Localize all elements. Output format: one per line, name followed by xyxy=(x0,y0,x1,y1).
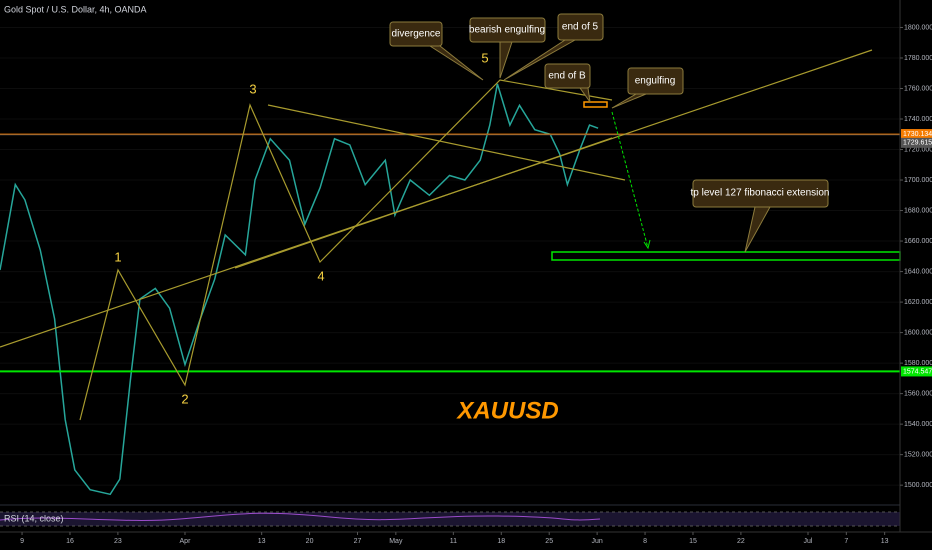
y-tick-label: 1680.000 xyxy=(904,207,932,214)
price-tag xyxy=(901,137,932,148)
callout-pointer xyxy=(429,45,484,81)
x-tick-label: 13 xyxy=(258,538,266,545)
callout-box xyxy=(389,21,443,47)
price-tag xyxy=(901,129,932,140)
wave-path xyxy=(79,79,613,421)
callout-text: bearish engulfing xyxy=(469,25,545,36)
x-tick-label: Jul xyxy=(804,538,813,545)
callout-box xyxy=(544,63,591,89)
y-tick-label: 1760.000 xyxy=(904,85,932,92)
callout-pointer xyxy=(579,87,591,103)
callout-pointer xyxy=(499,41,513,79)
wave-label: 2 xyxy=(181,391,188,406)
callouts: divergence bearish engulfing end of 5 en… xyxy=(389,13,830,253)
x-tick-label: Apr xyxy=(180,538,192,545)
callout-box xyxy=(627,67,684,95)
callout-box xyxy=(557,13,604,41)
x-tick-label: 27 xyxy=(354,538,362,545)
price-tag xyxy=(901,366,932,377)
callout-box xyxy=(469,17,546,43)
y-tick-label: 1580.000 xyxy=(904,360,932,367)
y-tick-label: 1520.000 xyxy=(904,451,932,458)
callout: divergence xyxy=(389,21,484,81)
callout-text: divergence xyxy=(392,29,441,40)
x-tick-label: 8 xyxy=(643,538,647,545)
y-tick-label: 1800.000 xyxy=(904,24,932,31)
callout-pointer xyxy=(611,93,647,109)
callout-text: end of 5 xyxy=(562,22,599,33)
header-title: Gold Spot / U.S. Dollar, 4h, OANDA xyxy=(4,4,147,14)
callout-box xyxy=(692,179,829,208)
price-tag-label: 1729.615 xyxy=(903,140,932,147)
callout: end of B xyxy=(544,63,591,103)
plot xyxy=(0,26,900,496)
x-tick-label: 22 xyxy=(737,538,745,545)
wave-label: 4 xyxy=(317,268,324,283)
y-tick-label: 1500.000 xyxy=(904,482,932,489)
wave-label: 1 xyxy=(114,249,121,264)
projection-arrow xyxy=(611,111,649,249)
x-tick-label: 18 xyxy=(497,538,505,545)
rsi-pane: RSI (14, close) xyxy=(0,504,900,527)
rsi-line xyxy=(0,512,601,521)
y-tick-label: 1720.000 xyxy=(904,146,932,153)
callout: tp level 127 fibonacci extension xyxy=(691,179,830,253)
wave-label: 3 xyxy=(249,81,256,96)
x-tick-label: 11 xyxy=(450,538,457,545)
y-tick-label: 1560.000 xyxy=(904,390,932,397)
x-tick-label: 16 xyxy=(66,538,74,545)
y-tick-label: 1700.000 xyxy=(904,177,932,184)
callout-pointer xyxy=(744,206,771,253)
x-tick-label: Jun xyxy=(591,538,602,545)
callout-text: tp level 127 fibonacci extension xyxy=(691,188,830,199)
rsi-title: RSI (14, close) xyxy=(4,513,64,523)
y-tick-label: 1780.000 xyxy=(904,55,932,62)
x-tick-label: 15 xyxy=(689,538,697,545)
callout: bearish engulfing xyxy=(469,17,546,79)
wave-label: 5 xyxy=(481,50,488,65)
callout-text: engulfing xyxy=(635,76,676,87)
y-tick-label: 1540.000 xyxy=(904,421,932,428)
y-tick-label: 1660.000 xyxy=(904,238,932,245)
x-tick-label: 23 xyxy=(114,538,122,545)
x-tick-label: 25 xyxy=(545,538,553,545)
price-tag-label: 1730.134 xyxy=(903,131,932,138)
price-tag-label: 1574.547 xyxy=(903,368,932,375)
trend-line xyxy=(267,104,626,181)
rsi-band xyxy=(0,512,900,526)
callout: engulfing xyxy=(611,67,684,109)
callout-pointer xyxy=(503,39,576,81)
x-tick-label: 7 xyxy=(844,538,848,545)
y-tick-label: 1740.000 xyxy=(904,116,932,123)
engulfing-box xyxy=(583,101,608,108)
x-tick-label: May xyxy=(389,538,403,545)
symbol-label: XAUUSD xyxy=(455,397,558,424)
y-tick-label: 1640.000 xyxy=(904,268,932,275)
callout: end of 5 xyxy=(503,13,604,81)
y-tick-label: 1600.000 xyxy=(904,329,932,336)
x-tick-label: 20 xyxy=(306,538,314,545)
x-tick-label: 13 xyxy=(881,538,889,545)
x-tick-label: 9 xyxy=(20,538,24,545)
trend-line xyxy=(234,137,613,269)
y-tick-label: 1620.000 xyxy=(904,299,932,306)
arrow-head xyxy=(643,239,651,250)
callout-text: end of B xyxy=(548,71,586,82)
price-line xyxy=(0,83,599,496)
